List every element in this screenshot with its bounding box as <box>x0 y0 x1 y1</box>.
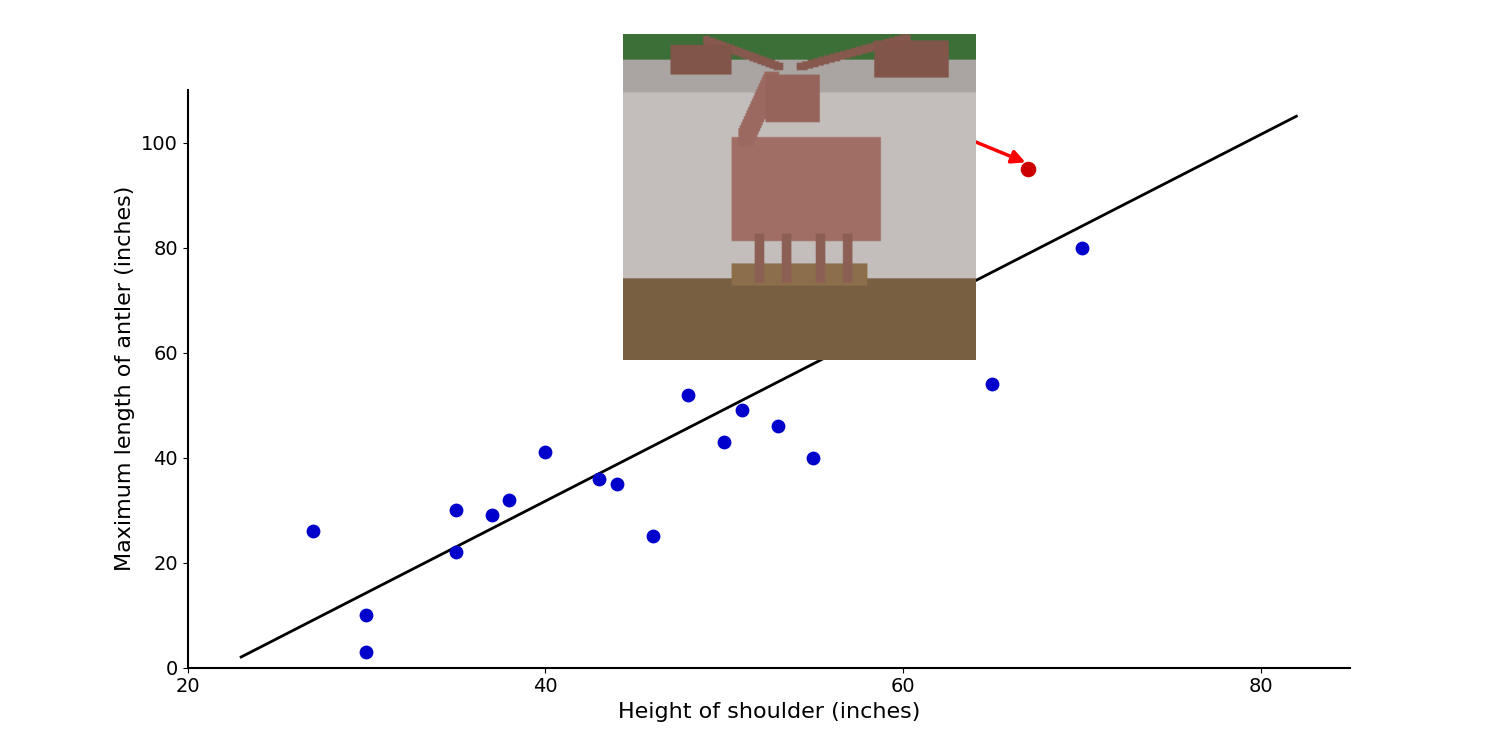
Point <box>586 472 610 484</box>
Point <box>444 504 468 516</box>
Point <box>891 320 915 332</box>
Point <box>981 378 1005 390</box>
Point <box>765 420 789 432</box>
Point <box>354 609 378 621</box>
Point <box>1016 163 1040 175</box>
Point <box>354 646 378 658</box>
Point <box>300 525 324 537</box>
Point <box>444 546 468 558</box>
Point <box>604 478 628 490</box>
Point <box>801 452 825 464</box>
Point <box>480 509 504 521</box>
Point <box>640 530 664 542</box>
Point <box>1070 242 1094 254</box>
X-axis label: Height of shoulder (inches): Height of shoulder (inches) <box>618 702 920 721</box>
Point <box>730 404 754 416</box>
Point <box>498 494 522 506</box>
Point <box>676 388 700 400</box>
Point <box>532 446 556 458</box>
Point <box>712 436 736 448</box>
Y-axis label: Maximum length of antler (inches): Maximum length of antler (inches) <box>116 186 135 572</box>
